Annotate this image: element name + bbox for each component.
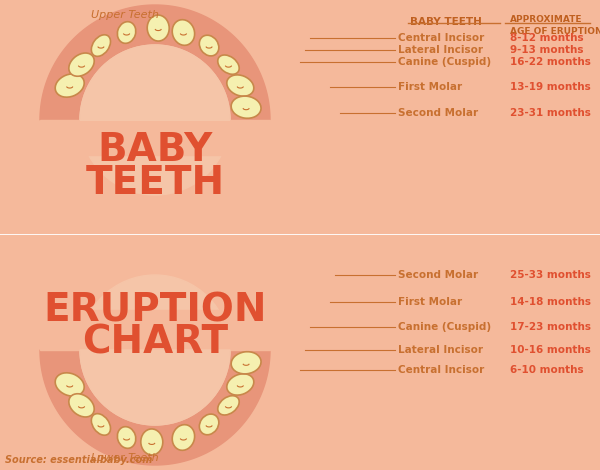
Text: Lateral Incisor: Lateral Incisor [398, 345, 483, 355]
Text: 23-31 months: 23-31 months [510, 108, 591, 118]
Text: BABY: BABY [97, 131, 212, 169]
Text: 14-18 months: 14-18 months [510, 297, 591, 307]
Ellipse shape [199, 414, 219, 435]
Text: Lateral Incisor: Lateral Incisor [398, 45, 483, 55]
Ellipse shape [69, 53, 94, 76]
Text: 25-33 months: 25-33 months [510, 270, 591, 280]
Text: Upper Teeth: Upper Teeth [91, 10, 159, 20]
Text: Second Molar: Second Molar [398, 270, 478, 280]
Bar [40, 120, 270, 155]
Bar [40, 310, 270, 350]
Ellipse shape [147, 15, 169, 41]
Text: Lower Teeth: Lower Teeth [91, 453, 159, 463]
Text: 6-10 months: 6-10 months [510, 365, 584, 375]
Ellipse shape [118, 22, 136, 43]
Ellipse shape [172, 425, 194, 450]
Text: 17-23 months: 17-23 months [510, 322, 591, 332]
Text: BABY TEETH: BABY TEETH [410, 17, 482, 27]
Text: 9-13 months: 9-13 months [510, 45, 583, 55]
Text: ERUPTION: ERUPTION [43, 291, 267, 329]
Ellipse shape [231, 96, 261, 118]
Text: Central Incisor: Central Incisor [398, 365, 484, 375]
Text: CHART: CHART [82, 324, 228, 362]
Text: 16-22 months: 16-22 months [510, 57, 591, 67]
Polygon shape [40, 350, 270, 465]
Ellipse shape [118, 427, 136, 448]
Circle shape [80, 45, 230, 195]
Polygon shape [40, 5, 270, 120]
Text: Central Incisor: Central Incisor [398, 33, 484, 43]
Ellipse shape [227, 75, 254, 96]
Ellipse shape [55, 74, 84, 97]
Text: TEETH: TEETH [85, 164, 224, 202]
Text: Second Molar: Second Molar [398, 108, 478, 118]
Ellipse shape [231, 352, 261, 374]
Polygon shape [80, 45, 230, 120]
Ellipse shape [91, 35, 110, 56]
Polygon shape [80, 350, 230, 425]
Text: Source: essentialbaby.com: Source: essentialbaby.com [5, 455, 152, 465]
Ellipse shape [172, 20, 194, 45]
Ellipse shape [227, 374, 254, 395]
Text: 10-16 months: 10-16 months [510, 345, 591, 355]
Ellipse shape [218, 396, 239, 415]
Ellipse shape [218, 55, 239, 74]
Text: 8-12 months: 8-12 months [510, 33, 584, 43]
Ellipse shape [69, 394, 94, 417]
Text: 13-19 months: 13-19 months [510, 82, 591, 92]
Ellipse shape [199, 35, 219, 56]
Ellipse shape [141, 429, 163, 455]
Text: Canine (Cuspid): Canine (Cuspid) [398, 57, 491, 67]
Ellipse shape [55, 373, 84, 396]
Ellipse shape [91, 414, 110, 435]
Text: First Molar: First Molar [398, 297, 462, 307]
Text: Canine (Cuspid): Canine (Cuspid) [398, 322, 491, 332]
Circle shape [80, 275, 230, 425]
Text: First Molar: First Molar [398, 82, 462, 92]
Text: APPROXIMATE
AGE OF ERUPTION:: APPROXIMATE AGE OF ERUPTION: [510, 15, 600, 36]
